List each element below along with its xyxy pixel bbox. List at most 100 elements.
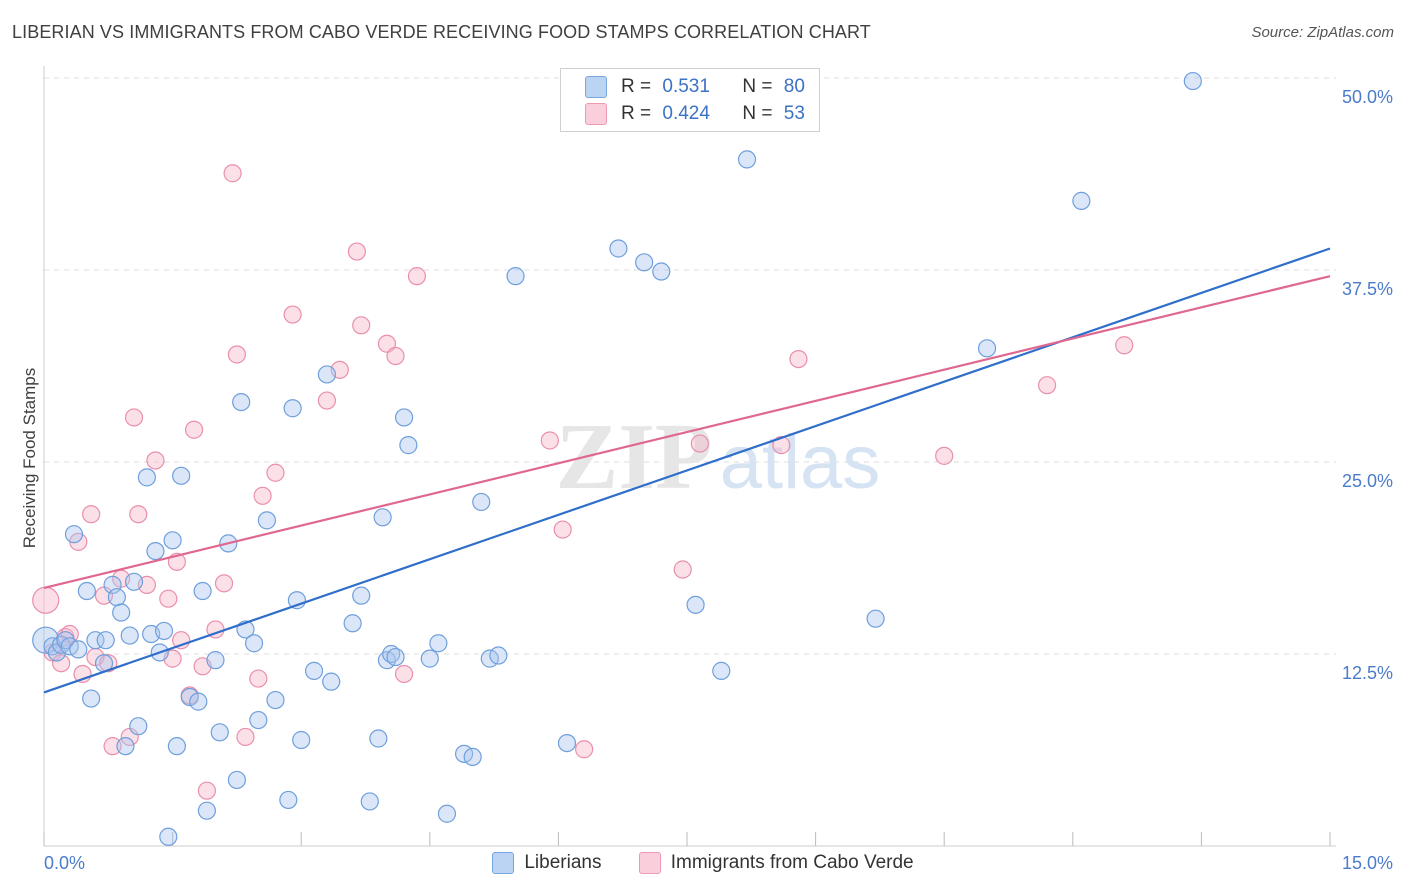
data-point (244, 634, 264, 653)
legend-swatch-blue (492, 852, 515, 874)
data-point (159, 827, 178, 846)
legend-row-liberians: R = 0.531 N = 80 (585, 76, 805, 98)
data-point (227, 345, 246, 364)
trend-line-liberians (43, 247, 1331, 694)
legend-label-cabo-verde: Immigrants from Cabo Verde (670, 852, 914, 873)
data-point (540, 431, 559, 450)
data-point (77, 581, 96, 601)
data-point (407, 267, 427, 286)
legend-n-label: N = (742, 103, 773, 124)
data-point (489, 646, 508, 665)
data-point (154, 621, 174, 641)
data-point (137, 468, 156, 487)
data-point (772, 436, 791, 455)
data-point (690, 434, 709, 453)
data-point (506, 267, 525, 286)
data-point (343, 614, 362, 633)
data-point (673, 560, 692, 579)
data-point (249, 710, 268, 730)
data-point (283, 399, 302, 418)
series-liberians-points (32, 71, 1202, 846)
data-point (112, 603, 131, 622)
data-point (789, 349, 808, 369)
y-tick-label: 12.5% (1342, 663, 1393, 683)
source-note: Source: ZipAtlas.com (1251, 24, 1394, 41)
data-point (124, 572, 144, 591)
data-point (557, 733, 577, 753)
data-point (352, 316, 371, 335)
data-point (107, 588, 126, 607)
data-point (352, 586, 371, 605)
x-tick-label-min: 0.0% (44, 853, 85, 873)
data-point (322, 672, 341, 691)
legend-r-value: 0.424 (662, 103, 710, 124)
data-point (253, 486, 272, 505)
data-point (124, 408, 144, 427)
legend-swatch-blue (585, 76, 607, 98)
data-point (394, 664, 414, 684)
legend-swatch-pink (585, 103, 607, 125)
legend-n-label: N = (742, 76, 773, 97)
legend-n-value: 80 (783, 76, 805, 97)
data-point (180, 687, 199, 707)
data-point (99, 654, 118, 673)
legend-label-liberians: Liberians (524, 852, 602, 873)
data-point (1072, 191, 1091, 210)
trend-lines (43, 247, 1331, 694)
series-cabo-verde-points (32, 164, 1134, 800)
trend-line-cabo-verde (43, 275, 1331, 590)
data-point (197, 801, 216, 820)
data-point (399, 436, 418, 455)
data-point (129, 717, 148, 736)
data-point (103, 737, 122, 756)
data-point (236, 727, 255, 747)
data-point (463, 747, 482, 767)
data-point (369, 729, 388, 748)
legend-item-liberians: Liberians (492, 852, 601, 874)
data-point (163, 531, 182, 550)
data-point (712, 661, 731, 680)
data-point (232, 392, 251, 412)
data-point (1115, 336, 1134, 355)
stats-legend: R = 0.531 N = 80 R = 0.424 N = 53 (560, 68, 820, 132)
data-point (266, 690, 285, 710)
data-point (167, 737, 186, 756)
data-point (347, 242, 367, 261)
data-point (223, 164, 242, 183)
data-point (266, 463, 285, 482)
data-point (866, 609, 885, 628)
data-point (420, 649, 439, 668)
data-point (52, 654, 71, 673)
data-point (686, 595, 705, 614)
legend-row-cabo-verde: R = 0.424 N = 53 (585, 103, 805, 125)
data-point (257, 511, 277, 530)
data-point (189, 692, 208, 711)
data-point (116, 737, 135, 756)
data-point (553, 520, 572, 539)
data-point (214, 574, 234, 593)
data-point (146, 541, 165, 561)
data-point (317, 365, 337, 384)
data-point (1183, 71, 1202, 91)
data-point (193, 581, 212, 601)
y-tick-label: 25.0% (1342, 471, 1393, 491)
data-point (64, 525, 84, 544)
data-point (129, 505, 148, 524)
legend-r-label: R = (621, 103, 652, 124)
x-tick-label-max: 15.0% (1342, 853, 1393, 873)
data-point (120, 626, 139, 645)
data-point (609, 239, 628, 258)
data-point (86, 631, 105, 650)
watermark-zip: ZIP (556, 405, 713, 509)
legend-r-label: R = (621, 76, 652, 97)
data-point (172, 466, 191, 485)
series-legend: Liberians Immigrants from Cabo Verde (0, 852, 1406, 880)
data-point (386, 647, 405, 667)
data-point (317, 391, 337, 410)
data-point (184, 420, 204, 439)
legend-r-value: 0.531 (662, 76, 710, 97)
data-point (197, 781, 216, 800)
data-point (69, 640, 88, 659)
data-point (437, 804, 457, 823)
